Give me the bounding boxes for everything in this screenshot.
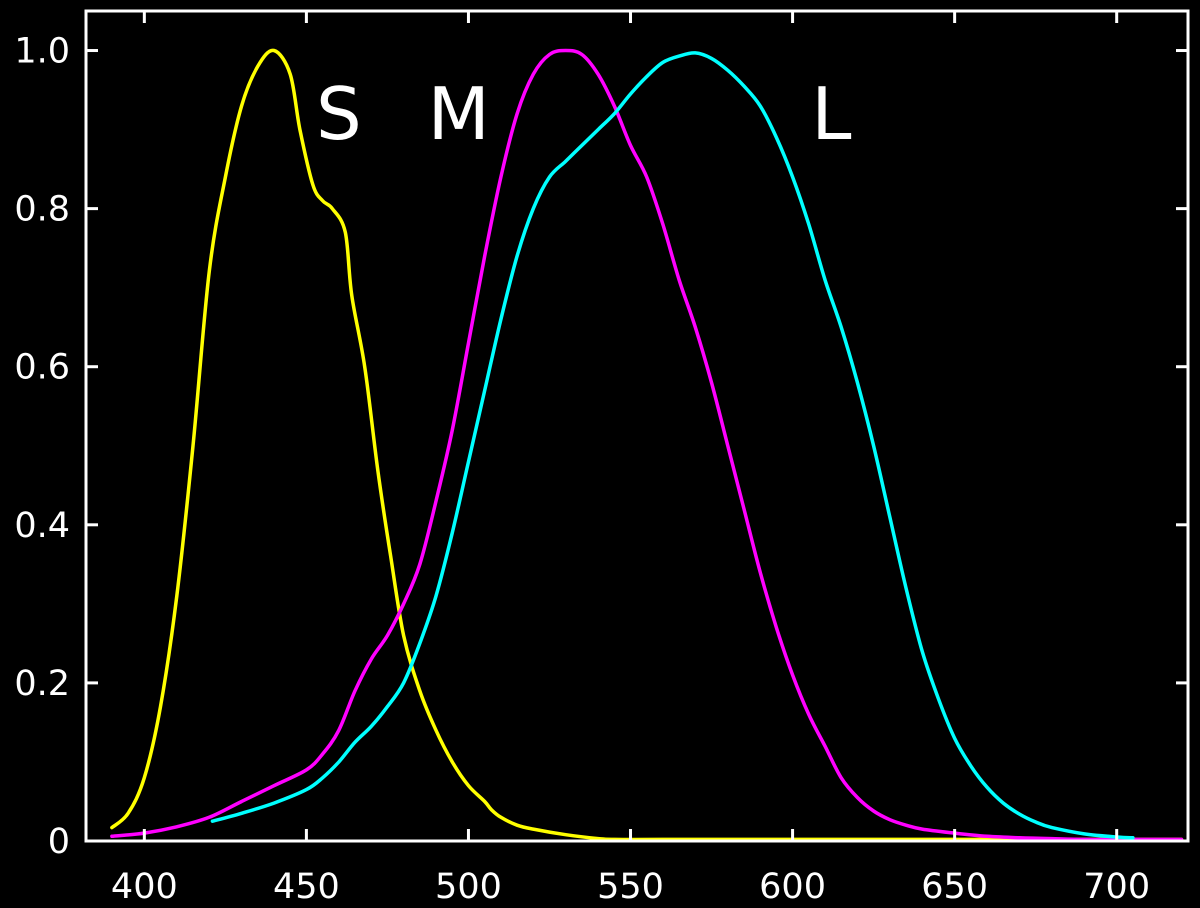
series-line-s (110, 48, 1184, 842)
series-layer (110, 48, 1184, 842)
y-tick-label: 0.2 (14, 664, 70, 704)
axes-layer: 400 450 500 550 600 650 700 0 0.2 0.4 0.6 0.8 1.0 (14, 9, 1190, 907)
annotation-l: L (811, 72, 851, 156)
x-tick-label: 400 (111, 867, 178, 907)
x-tick-label: 600 (759, 867, 826, 907)
series-line-m (110, 48, 1184, 842)
x-tick-label: 550 (597, 867, 664, 907)
y-tick-label: 0 (48, 822, 70, 862)
annotation-s: S (316, 72, 362, 156)
x-tick-label: 450 (273, 867, 340, 907)
x-tick-label: 650 (921, 867, 988, 907)
plot-frame (84, 9, 1190, 843)
x-tick-label: 500 (435, 867, 502, 907)
y-tick-label: 0.8 (14, 190, 70, 230)
y-tick-label: 0.6 (14, 348, 70, 388)
annotation-m: M (428, 72, 490, 156)
y-tick-label: 0.4 (14, 506, 70, 546)
x-tick-label: 700 (1083, 867, 1150, 907)
y-tick-label: 1.0 (14, 32, 70, 72)
series-line-l (210, 51, 1135, 840)
annotation-layer: S M L (316, 72, 852, 156)
